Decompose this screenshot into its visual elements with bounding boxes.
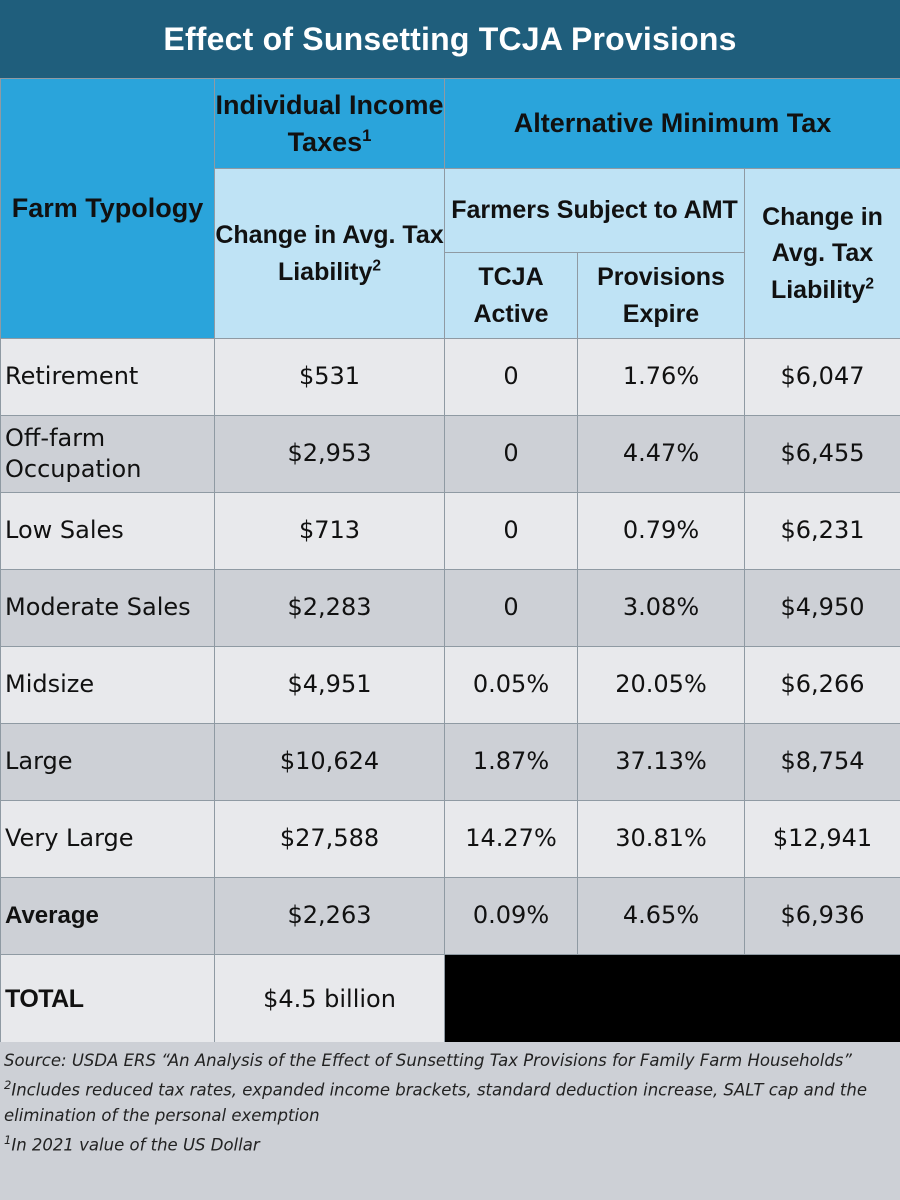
row-typology: Midsize	[0, 646, 215, 724]
row-provisions-expire: 20.05%	[577, 646, 745, 724]
blank-block	[443, 954, 900, 1045]
row-amt-change: $4,950	[743, 569, 900, 647]
table-row: Very Large $27,588 14.27% 30.81% $12,941	[0, 800, 900, 878]
header-individual-income-taxes-text: Individual Income Taxes	[215, 90, 444, 157]
row-tcja-active: 0	[444, 415, 578, 493]
row-typology: Off-farm Occupation	[0, 415, 215, 493]
table-row: Large $10,624 1.87% 37.13% $8,754	[0, 723, 900, 801]
row-amt-change: $8,754	[743, 723, 900, 801]
row-income-change: $2,263	[214, 877, 445, 955]
header-provisions-expire-text: Provisions Expire	[597, 263, 725, 328]
table-row: Moderate Sales $2,283 0 3.08% $4,950	[0, 569, 900, 647]
row-amt-change: $6,231	[743, 492, 900, 570]
row-provisions-expire: 0.79%	[577, 492, 745, 570]
footnote-1-text: In 2021 value of the US Dollar	[11, 1135, 260, 1154]
header-alternative-minimum-tax: Alternative Minimum Tax	[443, 78, 900, 169]
table-row-average: Average $2,263 0.09% 4.65% $6,936	[0, 877, 900, 955]
row-income-change: $2,953	[214, 415, 445, 493]
row-income-change: $4,951	[214, 646, 445, 724]
row-amt-change: $6,266	[743, 646, 900, 724]
page-title: Effect of Sunsetting TCJA Provisions	[0, 0, 900, 78]
row-tcja-active: 14.27%	[444, 800, 578, 878]
footnote-1-sup: 1	[4, 1132, 12, 1147]
header-tcja-active: TCJA Active	[444, 252, 578, 339]
header-farmers-subject-amt: Farmers Subject to AMT	[444, 168, 745, 253]
header-amt-change-avg-tax-liability-sup: 2	[865, 275, 875, 293]
row-typology: Retirement	[0, 338, 215, 416]
row-provisions-expire: 30.81%	[577, 800, 745, 878]
tcja-table: Farm Typology Individual Income Taxes1 A…	[0, 78, 900, 1045]
header-farm-typology: Farm Typology	[0, 78, 215, 339]
row-provisions-expire: 4.47%	[577, 415, 745, 493]
row-amt-change: $6,047	[743, 338, 900, 416]
row-typology: Average	[0, 877, 215, 955]
row-provisions-expire: 37.13%	[577, 723, 745, 801]
header-tcja-active-text: TCJA Active	[473, 263, 549, 328]
row-typology: Low Sales	[0, 492, 215, 570]
table-row: Off-farm Occupation $2,953 0 4.47% $6,45…	[0, 415, 900, 493]
row-income-change: $713	[214, 492, 445, 570]
row-income-change: $2,283	[214, 569, 445, 647]
header-alternative-minimum-tax-text: Alternative Minimum Tax	[513, 108, 832, 139]
row-tcja-active: 0.05%	[444, 646, 578, 724]
row-amt-change: $6,936	[743, 877, 900, 955]
header-individual-income-taxes: Individual Income Taxes1	[214, 78, 445, 169]
footnote-1: 1In 2021 value of the US Dollar	[4, 1128, 896, 1158]
footnote-2: 2Includes reduced tax rates, expanded in…	[4, 1073, 896, 1128]
table-row: Low Sales $713 0 0.79% $6,231	[0, 492, 900, 570]
table-row: Retirement $531 0 1.76% $6,047	[0, 338, 900, 416]
row-tcja-active: 0	[444, 569, 578, 647]
row-income-change: $27,588	[214, 800, 445, 878]
table-row: Midsize $4,951 0.05% 20.05% $6,266	[0, 646, 900, 724]
footnote-2-text: Includes reduced tax rates, expanded inc…	[4, 1080, 867, 1125]
source-note: Source: USDA ERS “An Analysis of the Eff…	[4, 1051, 852, 1070]
header-farm-typology-text: Farm Typology	[11, 192, 204, 223]
header-amt-change-avg-tax-liability: Change in Avg. Tax Liability2	[743, 168, 900, 339]
header-provisions-expire: Provisions Expire	[577, 252, 745, 339]
row-typology: Large	[0, 723, 215, 801]
total-value: $4.5 billion	[214, 954, 445, 1045]
header-change-avg-tax-liability: Change in Avg. Tax Liability2	[214, 168, 445, 339]
row-amt-change: $6,455	[743, 415, 900, 493]
header-amt-change-avg-tax-liability-text: Change in Avg. Tax Liability	[762, 203, 883, 304]
row-typology: Moderate Sales	[0, 569, 215, 647]
footnotes: Source: USDA ERS “An Analysis of the Eff…	[0, 1042, 900, 1200]
header-farmers-subject-amt-text: Farmers Subject to AMT	[451, 196, 738, 225]
row-income-change: $10,624	[214, 723, 445, 801]
row-provisions-expire: 1.76%	[577, 338, 745, 416]
table-row-total: TOTAL $4.5 billion	[0, 954, 900, 1045]
header-change-avg-tax-liability-sup: 2	[372, 257, 382, 275]
row-typology: Very Large	[0, 800, 215, 878]
row-tcja-active: 0	[444, 492, 578, 570]
row-income-change: $531	[214, 338, 445, 416]
row-tcja-active: 1.87%	[444, 723, 578, 801]
row-tcja-active: 0	[444, 338, 578, 416]
row-provisions-expire: 4.65%	[577, 877, 745, 955]
footnote-2-sup: 2	[4, 1078, 12, 1092]
total-label: TOTAL	[0, 954, 215, 1045]
row-amt-change: $12,941	[743, 800, 900, 878]
row-tcja-active: 0.09%	[444, 877, 578, 955]
header-individual-income-taxes-sup: 1	[362, 125, 372, 145]
header-change-avg-tax-liability-text: Change in Avg. Tax Liability	[215, 221, 444, 286]
row-provisions-expire: 3.08%	[577, 569, 745, 647]
